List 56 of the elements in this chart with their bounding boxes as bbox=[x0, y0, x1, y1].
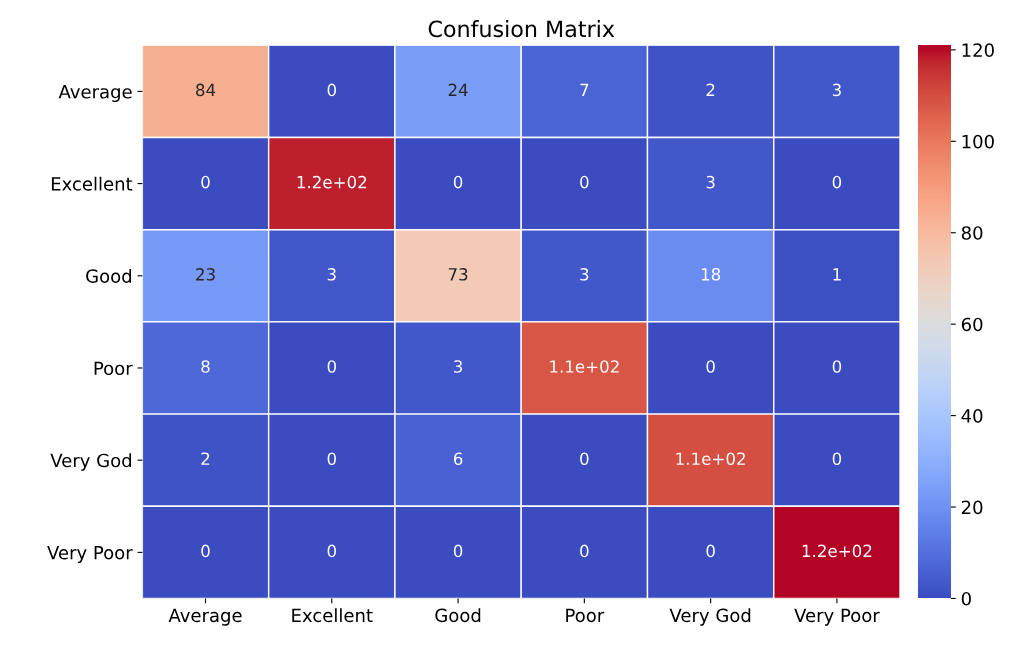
data-label: 1.1e+02 bbox=[550, 360, 619, 373]
color-bar-label: 80 bbox=[961, 226, 983, 240]
data-label: 3 bbox=[327, 268, 336, 281]
data-label: 0 bbox=[327, 452, 336, 466]
y-tick-label: Excellent bbox=[51, 176, 133, 191]
data-label: 0 bbox=[201, 175, 210, 189]
data-label: 1.1e+02 bbox=[676, 452, 745, 466]
data-label: 1 bbox=[833, 268, 841, 281]
data-label: 0 bbox=[706, 544, 715, 558]
color-bar-label: 120 bbox=[962, 43, 994, 57]
y-tick-label: Good bbox=[86, 268, 132, 283]
y-tick-label: Poor bbox=[94, 361, 133, 376]
data-label: 73 bbox=[448, 268, 468, 281]
x-tick-label: Average bbox=[168, 608, 242, 626]
data-label: 18 bbox=[701, 268, 721, 281]
data-label: 0 bbox=[327, 360, 336, 373]
x-tick-label: Poor bbox=[566, 608, 605, 623]
y-tick-label: Average bbox=[58, 85, 132, 102]
data-label: 8 bbox=[201, 360, 210, 373]
color-bar-label: 60 bbox=[961, 317, 983, 332]
data-label: 0 bbox=[580, 544, 589, 558]
data-label: 2 bbox=[706, 83, 715, 96]
data-label: 1.2e+02 bbox=[297, 175, 367, 189]
x-tick-label: Excellent bbox=[292, 608, 373, 623]
color-bar-label: 0 bbox=[961, 591, 971, 606]
data-label: 0 bbox=[832, 360, 842, 373]
data-label: 23 bbox=[196, 268, 215, 281]
data-label: 7 bbox=[580, 83, 589, 96]
data-label: 0 bbox=[453, 544, 463, 558]
data-label: 0 bbox=[832, 175, 842, 189]
data-label: 3 bbox=[706, 175, 715, 189]
color-bar-label: 100 bbox=[962, 134, 994, 149]
y-tick-label: Very Poor bbox=[47, 546, 133, 563]
data-label: 1.2e+02 bbox=[802, 544, 872, 558]
data-label: 0 bbox=[580, 175, 589, 189]
data-label: 0 bbox=[706, 360, 715, 373]
data-label: 0 bbox=[327, 83, 336, 97]
data-label: 3 bbox=[832, 83, 841, 97]
x-tick-label: Good bbox=[435, 608, 481, 623]
data-label: 3 bbox=[580, 268, 589, 281]
data-label: 0 bbox=[327, 544, 336, 558]
color-bar-label: 40 bbox=[961, 409, 983, 423]
chart-title: Confusion Matrix bbox=[428, 20, 615, 38]
data-label: 2 bbox=[201, 452, 210, 465]
data-label: 24 bbox=[448, 83, 468, 96]
data-label: 0 bbox=[832, 452, 842, 466]
data-label: 6 bbox=[453, 452, 463, 466]
data-label: 3 bbox=[454, 360, 463, 373]
data-label: 0 bbox=[580, 452, 589, 466]
data-label: 84 bbox=[196, 83, 216, 97]
data-label: 0 bbox=[201, 544, 210, 558]
data-label: 0 bbox=[453, 175, 463, 189]
color-bar-label: 20 bbox=[961, 500, 983, 515]
y-tick-label: Very God bbox=[50, 453, 132, 471]
x-tick-label: Very God bbox=[669, 608, 751, 626]
x-tick-label: Very Poor bbox=[794, 608, 880, 626]
